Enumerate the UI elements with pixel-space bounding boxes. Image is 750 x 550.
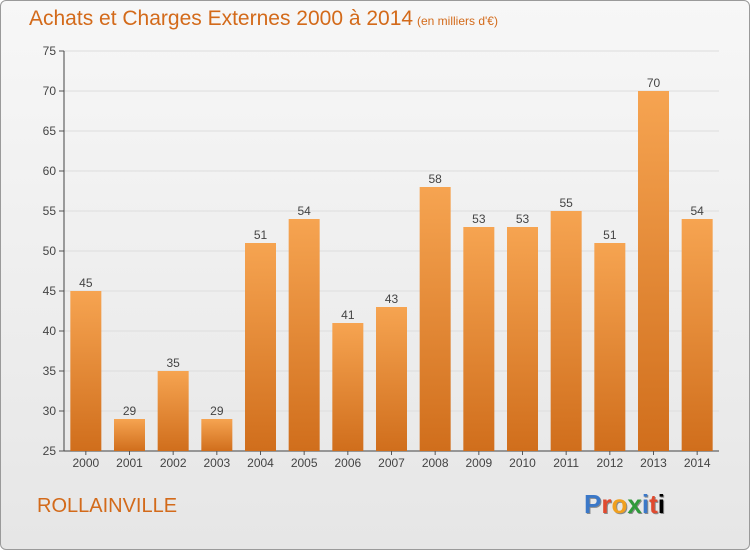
bar-2004: [245, 243, 276, 451]
y-tick-label: 60: [43, 164, 57, 178]
data-labels: 45 29 35 29 51 54 41 43 58 53 53 55 51 70 54: [79, 76, 704, 418]
x-tick-label-2013: 2013: [640, 456, 667, 470]
x-tick-label-2004: 2004: [247, 456, 274, 470]
bar-2007: [376, 307, 407, 451]
data-label-2007: 43: [385, 292, 399, 306]
y-tick-label: 40: [43, 324, 57, 338]
x-tick-label-2010: 2010: [509, 456, 536, 470]
data-label-2003: 29: [210, 404, 224, 418]
x-tick-label-2005: 2005: [291, 456, 318, 470]
data-label-2005: 54: [297, 204, 311, 218]
y-tick-label: 65: [43, 124, 57, 138]
bar-2000: [70, 291, 102, 451]
x-tick-label-2008: 2008: [422, 456, 449, 470]
y-tick-label: 45: [43, 284, 57, 298]
bar-2008: [419, 187, 451, 451]
x-tick-label-2009: 2009: [465, 456, 492, 470]
y-tick-label: 35: [43, 364, 57, 378]
data-label-2002: 35: [166, 356, 180, 370]
y-tick-label: 50: [43, 244, 57, 258]
chart-title: Achats et Charges Externes 2000 à 2014: [29, 7, 414, 30]
data-label-2008: 58: [428, 172, 442, 186]
x-tick-label-2012: 2012: [596, 456, 623, 470]
commune-name: ROLLAINVILLE: [37, 495, 178, 517]
bar-2011: [550, 211, 582, 451]
data-label-2014: 54: [690, 204, 704, 218]
y-tick-label: 55: [43, 204, 57, 218]
bar-2013: [638, 91, 669, 451]
x-tick-label-2000: 2000: [72, 456, 99, 470]
bar-2006: [332, 323, 364, 451]
x-tick-label-2002: 2002: [160, 456, 187, 470]
bar-2001: [114, 419, 145, 451]
y-tick-label: 75: [43, 44, 57, 58]
data-label-2000: 45: [79, 276, 93, 290]
x-tick-label-2014: 2014: [684, 456, 711, 470]
y-tick-label: 30: [43, 404, 57, 418]
data-label-2006: 41: [341, 308, 355, 322]
data-label-2011: 55: [559, 196, 573, 210]
data-label-2009: 53: [472, 212, 486, 226]
data-label-2013: 70: [647, 76, 661, 90]
y-tick-label: 70: [43, 84, 57, 98]
bar-2002: [157, 371, 189, 451]
data-label-2004: 51: [254, 228, 268, 242]
data-label-2001: 29: [123, 404, 137, 418]
x-tick-label-2003: 2003: [203, 456, 230, 470]
y-tick-label: 25: [43, 444, 57, 458]
x-tick-label-2007: 2007: [378, 456, 405, 470]
bars: [70, 91, 713, 451]
chart-subtitle: (en milliers d'€): [417, 14, 498, 28]
bar-2009: [463, 227, 495, 451]
x-tick-label-2001: 2001: [116, 456, 143, 470]
data-label-2012: 51: [603, 228, 617, 242]
proxiti-logo: Proxiti: [584, 489, 665, 519]
bar-2003: [201, 419, 233, 451]
data-label-2010: 53: [516, 212, 530, 226]
bar-2005: [288, 219, 320, 451]
bar-2014: [681, 219, 713, 451]
bar-2012: [594, 243, 626, 451]
bar-2010: [507, 227, 538, 451]
x-tick-label-2011: 2011: [553, 456, 579, 470]
x-tick-label-2006: 2006: [334, 456, 361, 470]
